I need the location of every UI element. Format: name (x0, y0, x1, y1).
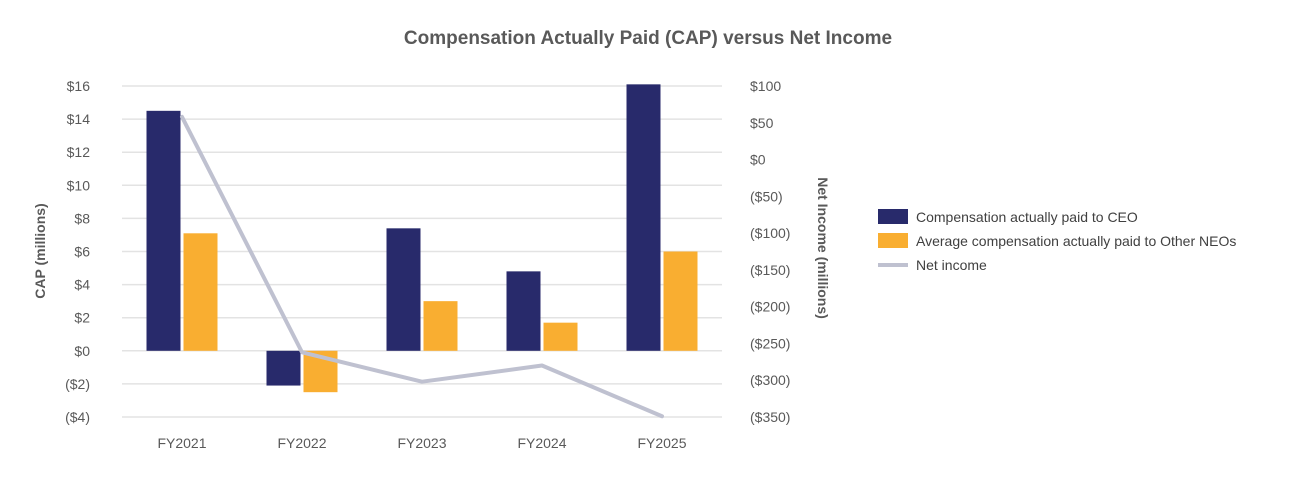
right-tick-label: $0 (750, 152, 766, 168)
x-axis-ticks: FY2021 FY2022 FY2023 FY2024 FY2025 (157, 435, 686, 451)
left-tick-label: $8 (74, 210, 90, 226)
left-tick-label: ($4) (65, 409, 90, 425)
neo-cap-bar (663, 251, 698, 351)
neo-cap-bar (423, 301, 458, 351)
right-tick-label: ($150) (750, 262, 790, 278)
net-income-line-group (180, 114, 664, 419)
x-tick-label: FY2024 (517, 435, 566, 451)
ceo-cap-bar (626, 84, 661, 351)
legend-label: Net income (916, 257, 987, 273)
legend: Compensation actually paid to CEO Average… (878, 209, 1236, 273)
ceo-cap-bar (506, 271, 541, 351)
right-axis-title: Net Income (millions) (815, 177, 831, 319)
legend-label: Average compensation actually paid to Ot… (916, 233, 1236, 249)
legend-label: Compensation actually paid to CEO (916, 209, 1138, 225)
neo-cap-bar (183, 233, 218, 351)
left-tick-label: $16 (67, 78, 91, 94)
right-tick-label: ($200) (750, 299, 790, 315)
left-tick-label: $4 (74, 277, 90, 293)
legend-swatch (878, 233, 908, 248)
left-axis-title: CAP (millions) (32, 203, 48, 298)
left-tick-label: ($2) (65, 376, 90, 392)
right-tick-label: $50 (750, 115, 774, 131)
left-tick-label: $14 (67, 111, 91, 127)
ceo-cap-bar (386, 228, 421, 351)
gridlines (122, 85, 722, 418)
left-axis-ticks: ($4) ($2) $0 $2 $4 $6 $8 $10 $12 $14 $16 (65, 78, 90, 425)
x-tick-label: FY2022 (277, 435, 326, 451)
left-tick-label: $6 (74, 244, 90, 260)
x-tick-label: FY2023 (397, 435, 446, 451)
right-tick-label: ($100) (750, 225, 790, 241)
right-tick-label: $100 (750, 78, 781, 94)
bars (146, 84, 698, 393)
x-tick-label: FY2025 (637, 435, 686, 451)
right-tick-label: ($300) (750, 372, 790, 388)
right-tick-label: ($350) (750, 409, 790, 425)
left-tick-label: $10 (67, 177, 91, 193)
ceo-cap-bar (146, 110, 181, 351)
chart-title: Compensation Actually Paid (CAP) versus … (404, 28, 892, 49)
x-tick-label: FY2021 (157, 435, 206, 451)
right-axis-ticks: ($350) ($300) ($250) ($200) ($150) ($100) ($50… (750, 78, 790, 425)
right-tick-label: ($50) (750, 188, 783, 204)
neo-cap-bar (543, 322, 578, 351)
net-income-line (180, 114, 664, 419)
left-tick-label: $0 (74, 343, 90, 359)
ceo-cap-bar (266, 350, 301, 386)
left-tick-label: $12 (67, 144, 91, 160)
legend-swatch (878, 209, 908, 224)
right-tick-label: ($250) (750, 335, 790, 351)
left-tick-label: $2 (74, 310, 90, 326)
